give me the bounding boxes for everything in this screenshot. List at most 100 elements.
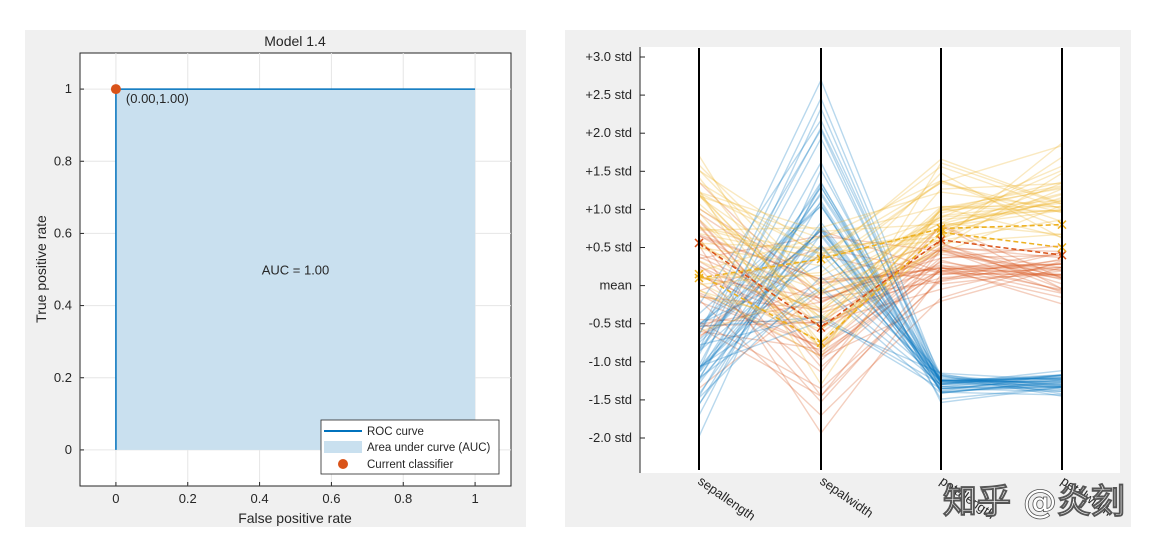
roc-x-tick-label: 0.2 <box>179 491 197 506</box>
pc-line-virginica <box>698 192 1063 323</box>
pc-line-virginica <box>698 187 1063 310</box>
legend-auc-label: Area under curve (AUC) <box>367 442 491 454</box>
pc-line-versicolor <box>698 263 1063 389</box>
roc-x-tick-label: 0.6 <box>322 491 340 506</box>
pc-line-virginica <box>698 182 1063 255</box>
pc-line-versicolor <box>698 267 1063 337</box>
pc-line-virginica <box>698 158 1063 261</box>
pc-line-versicolor <box>698 208 1063 285</box>
pc-line-virginica <box>698 209 1063 279</box>
roc-x-tick-label: 0.4 <box>251 491 269 506</box>
pc-line-versicolor <box>698 251 1063 324</box>
legend-roc-label: ROC curve <box>367 426 424 438</box>
pc-line-virginica <box>698 209 1063 333</box>
pc-y-tick-label: +2.0 std <box>585 125 632 140</box>
pc-line-setosa <box>698 126 1063 397</box>
pc-line-versicolor <box>698 260 1063 417</box>
pc-line-setosa <box>698 168 1063 437</box>
pc-line-virginica <box>698 179 1063 240</box>
pc-line-versicolor <box>698 212 1063 295</box>
pc-line-virginica <box>698 177 1063 331</box>
pc-line-versicolor <box>698 224 1063 368</box>
pc-line-setosa <box>698 204 1063 391</box>
pc-line-setosa <box>698 226 1063 383</box>
pc-line-virginica <box>698 169 1063 252</box>
pc-line-versicolor <box>698 269 1063 357</box>
pc-y-tick-label: +2.5 std <box>585 87 632 102</box>
pc-line-setosa <box>698 185 1063 382</box>
pc-line-virginica <box>698 145 1063 267</box>
roc-x-tick-label: 1 <box>471 491 478 506</box>
pc-line-versicolor <box>698 226 1063 362</box>
pc-line-virginica <box>698 165 1063 282</box>
pc-y-tick-label: +3.0 std <box>585 49 632 64</box>
pc-x-label: sepallength <box>695 473 758 523</box>
roc-chart: (0.00,1.00) AUC = 1.00 0 0.2 0.4 0.6 0.8 1 00… <box>33 33 512 526</box>
pc-line-virginica <box>698 155 1063 352</box>
pc-line-virginica <box>698 169 1063 296</box>
pc-line-versicolor <box>698 245 1063 323</box>
pc-line-virginica <box>698 194 1063 345</box>
pc-line-setosa <box>698 244 1063 390</box>
pc-line-virginica <box>698 165 1063 257</box>
roc-y-tick-label: 1 <box>65 81 72 96</box>
roc-y-tick-label: 0.6 <box>54 225 72 240</box>
pc-line-virginica <box>698 164 1063 288</box>
pc-line-versicolor <box>698 247 1063 334</box>
pc-line-setosa <box>698 275 1063 399</box>
pc-line-versicolor <box>698 218 1063 359</box>
pc-line-virginica <box>698 194 1063 320</box>
pc-line-virginica <box>698 205 1063 272</box>
pc-line-setosa <box>698 199 1063 406</box>
current-classifier-label: (0.00,1.00) <box>126 91 189 106</box>
pc-line-setosa <box>698 246 1063 395</box>
pc-line-setosa <box>698 314 1063 386</box>
pc-line-versicolor <box>698 253 1063 300</box>
pc-line-versicolor <box>698 261 1063 328</box>
pc-line-versicolor <box>698 258 1063 299</box>
pc-line-setosa <box>698 316 1063 390</box>
roc-x-ticks: 0 0.2 0.4 0.6 0.8 1 <box>112 482 479 506</box>
pc-line-versicolor <box>698 263 1063 354</box>
pc-line-virginica <box>698 156 1063 249</box>
pc-line-versicolor <box>698 245 1063 435</box>
pc-line-virginica <box>698 196 1063 284</box>
legend-point-swatch <box>338 459 348 469</box>
roc-y-tick-label: 0 <box>65 442 72 457</box>
pc-mean-line <box>698 223 1063 279</box>
auc-area <box>115 89 476 450</box>
pc-line-setosa <box>698 229 1063 384</box>
pc-y-tick-label: +1.0 std <box>585 201 632 216</box>
pc-line-setosa <box>698 118 1063 392</box>
legend-point-label: Current classifier <box>367 459 453 471</box>
pc-line-versicolor <box>698 220 1063 357</box>
pc-line-virginica <box>698 191 1063 233</box>
pc-line-virginica <box>698 185 1063 386</box>
pc-line-setosa <box>698 243 1063 393</box>
watermark: 知乎 @炎刻 <box>943 482 1125 522</box>
pc-line-setosa <box>698 226 1063 392</box>
pc-line-virginica <box>698 142 1063 255</box>
pc-line-setosa <box>698 204 1063 384</box>
roc-legend: ROC curve Area under curve (AUC) Current… <box>320 419 500 475</box>
pc-line-setosa <box>698 78 1063 388</box>
pc-y-tick-label: +0.5 std <box>585 240 632 255</box>
pc-line-versicolor <box>698 246 1063 292</box>
pc-line-setosa <box>698 136 1063 385</box>
pc-line-setosa <box>698 161 1063 404</box>
pc-line-versicolor <box>698 266 1063 404</box>
roc-y-ticks: 0 0.2 0.4 0.6 0.8 1 <box>54 81 84 457</box>
current-classifier-point <box>110 84 121 95</box>
pc-line-versicolor <box>698 237 1063 397</box>
pc-line-virginica <box>698 202 1063 318</box>
pc-line-virginica <box>698 161 1063 358</box>
pc-line-virginica <box>698 191 1063 231</box>
pc-line-versicolor <box>698 262 1063 327</box>
roc-y-label: True positive rate <box>33 215 49 323</box>
roc-y-tick-label: 0.8 <box>54 153 72 168</box>
pc-line-setosa <box>698 224 1063 395</box>
pc-line-versicolor <box>698 267 1063 349</box>
pc-line-setosa <box>698 232 1063 405</box>
roc-x-label: False positive rate <box>238 510 352 526</box>
